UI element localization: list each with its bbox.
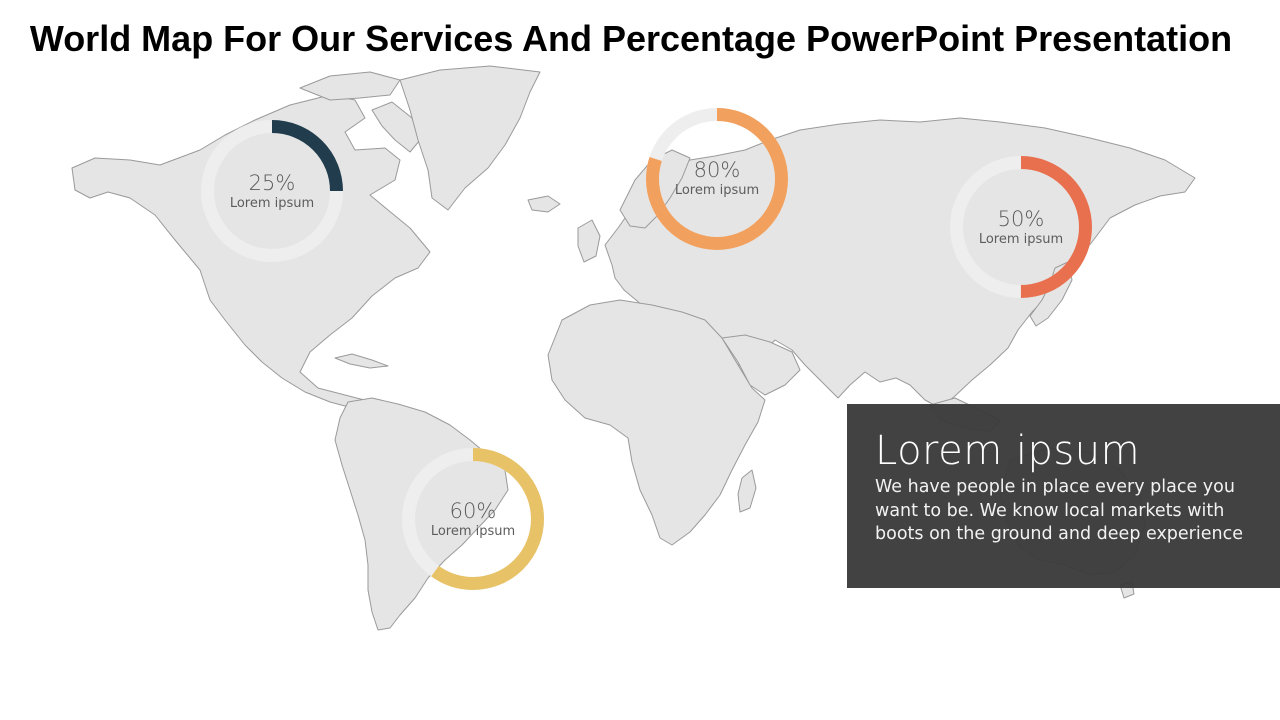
caribbean-islands <box>334 353 389 369</box>
baffin-island <box>371 101 421 153</box>
ring-caption: Lorem ipsum <box>674 183 760 198</box>
percentage-ring-north-america: 25% Lorem ipsum <box>199 118 345 264</box>
iceland <box>527 195 561 213</box>
info-heading: Lorem ipsum <box>875 428 1141 474</box>
ring-percent-label: 60% <box>449 498 497 523</box>
arabian-peninsula <box>721 334 801 396</box>
ring-progress-arc <box>646 108 788 250</box>
ring-caption: Lorem ipsum <box>430 523 516 539</box>
percentage-ring-asia: 50% Lorem ipsum <box>948 154 1094 300</box>
greenland <box>399 65 541 211</box>
percentage-ring-south-america: 60% Lorem ipsum <box>400 446 546 592</box>
ring-percent-label: 80% <box>693 158 741 182</box>
slide-title: World Map For Our Services And Percentag… <box>29 18 1233 59</box>
ring-progress-arc <box>950 156 1092 298</box>
ring-percent-label: 50% <box>997 206 1045 231</box>
info-body-text: We have people in place every place you … <box>875 477 1243 544</box>
ring-progress-arc <box>201 120 343 262</box>
arctic-islands <box>299 71 401 101</box>
info-box: Lorem ipsum We have people in place ever… <box>847 404 1280 588</box>
madagascar <box>737 469 757 513</box>
ring-progress-arc <box>402 448 544 590</box>
ring-caption: Lorem ipsum <box>229 195 315 211</box>
ring-percent-label: 25% <box>248 170 296 195</box>
percentage-ring-europe: 80% Lorem ipsum <box>644 106 790 252</box>
ring-caption: Lorem ipsum <box>978 231 1064 247</box>
africa-landmass <box>547 299 766 546</box>
british-isles <box>577 219 601 263</box>
